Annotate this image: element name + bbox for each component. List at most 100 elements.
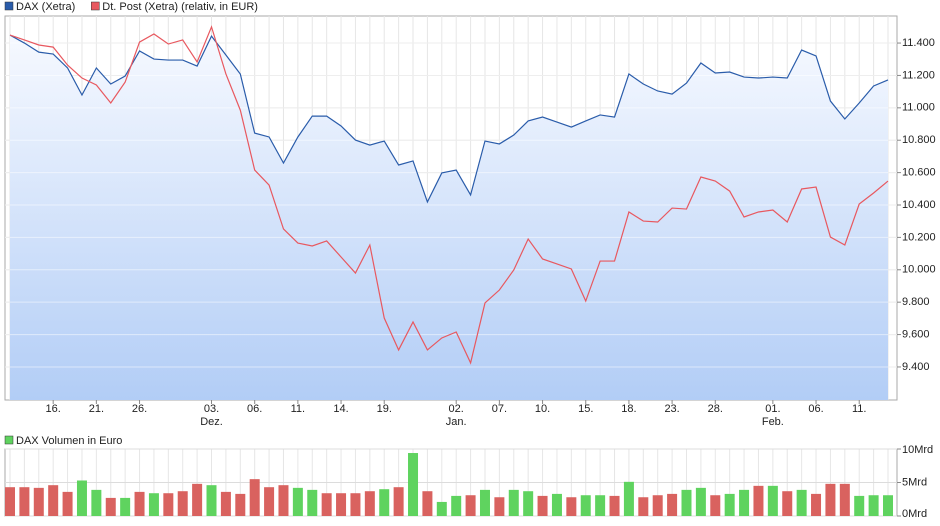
volume-bar [134,491,145,516]
volume-bar [537,495,548,516]
volume-bar [854,495,865,516]
volume-bar [551,493,562,516]
volume-bar [739,489,750,516]
x-tick-label: 03. [204,403,219,415]
volume-bar [753,485,764,516]
x-tick-label: 06. [247,403,262,415]
x-tick-label: 19. [377,403,392,415]
volume-bar [120,497,131,516]
x-tick-label: 23. [664,403,679,415]
volume-bar [566,497,577,516]
x-tick-label: 02. [449,403,464,415]
volume-bar [523,491,534,516]
volume-bar [148,493,159,516]
y-tick-label: 10.200 [902,231,936,243]
y-tick-label: 11.400 [902,37,935,49]
volume-bar [321,493,332,516]
x-tick-label: 06. [808,403,823,415]
x-tick-label: 21. [89,403,104,415]
volume-bar [638,497,649,516]
volume-bar [220,491,231,516]
volume-bar [105,497,116,516]
volume-bar [508,489,519,516]
volume-bar [379,489,390,516]
volume-bar [767,485,778,516]
volume-bar [494,497,505,516]
x-tick-label: 15. [578,403,593,415]
x-tick-label: 14. [333,403,348,415]
volume-bar [595,495,606,516]
x-tick-label: 16. [46,403,61,415]
volume-bar [422,491,433,516]
volume-bar [868,495,879,516]
x-tick-label: 26. [132,403,147,415]
volume-bar [839,483,850,516]
volume-bar [465,495,476,516]
volume-bar [192,483,203,516]
y-tick-label: 10.600 [902,167,936,179]
volume-bar [249,479,260,516]
legend-swatch [4,435,14,445]
x-tick-label: 10. [535,403,550,415]
y-tick-label: 0Mrd [902,508,927,520]
x-group-label: Jan. [446,416,467,428]
volume-bar [163,493,174,516]
volume-bar [235,493,246,516]
x-tick-label: 11. [291,403,305,415]
volume-bar [681,489,692,516]
y-tick-label: 11.200 [902,69,935,81]
legend-swatch [91,1,100,11]
y-tick-label: 5Mrd [902,476,927,488]
area [10,35,888,400]
volume-bar [825,483,836,516]
legend-label: Dt. Post (Xetra) (relativ, in EUR) [102,1,258,13]
legend-swatch [4,1,14,11]
volume-bar [393,487,404,516]
volume-bar [782,491,793,516]
x-group-label: Feb. [762,416,784,428]
volume-bar [307,489,318,516]
volume-bar [724,493,735,516]
volume-bar [62,491,73,516]
volume-bar [33,487,44,516]
legend-label: DAX (Xetra) [16,1,75,13]
volume-bar [695,487,706,516]
volume-bar [350,493,361,516]
x-tick-label: 07. [492,403,507,415]
volume-bar [623,481,634,516]
volume-bar [609,495,620,516]
line [9,25,889,365]
volume-bar [667,493,678,516]
y-tick-label: 10.800 [902,134,936,146]
volume-bar [710,495,721,516]
volume-bar [48,485,59,516]
x-tick-label: 18. [621,403,636,415]
volume-bar [76,480,87,516]
y-tick-label: 10.000 [902,264,936,276]
volume-bar [883,495,893,516]
volume-bar [811,493,822,516]
y-tick-label: 10Mrd [902,444,933,456]
x-tick-label: 01. [765,403,780,415]
legend-label: DAX Volumen in Euro [16,435,122,447]
y-tick-label: 11.000 [902,102,935,114]
volume-bar [278,485,289,516]
x-tick-label: 11. [852,403,866,415]
volume-bar [264,487,275,516]
x-group-label: Dez. [200,416,223,428]
x-tick-label: 28. [708,403,723,415]
volume-bar [580,495,591,516]
y-tick-label: 9.800 [902,296,930,308]
volume-bar [19,487,30,516]
volume-bar [206,485,217,516]
volume-bar [292,487,303,516]
volume-bar [451,495,462,516]
volume-bar [177,491,188,516]
y-tick-label: 9.600 [902,328,930,340]
volume-bar [5,487,15,516]
volume-bar [336,493,347,516]
y-tick-label: 9.400 [902,361,930,373]
y-tick-label: 10.400 [902,199,936,211]
